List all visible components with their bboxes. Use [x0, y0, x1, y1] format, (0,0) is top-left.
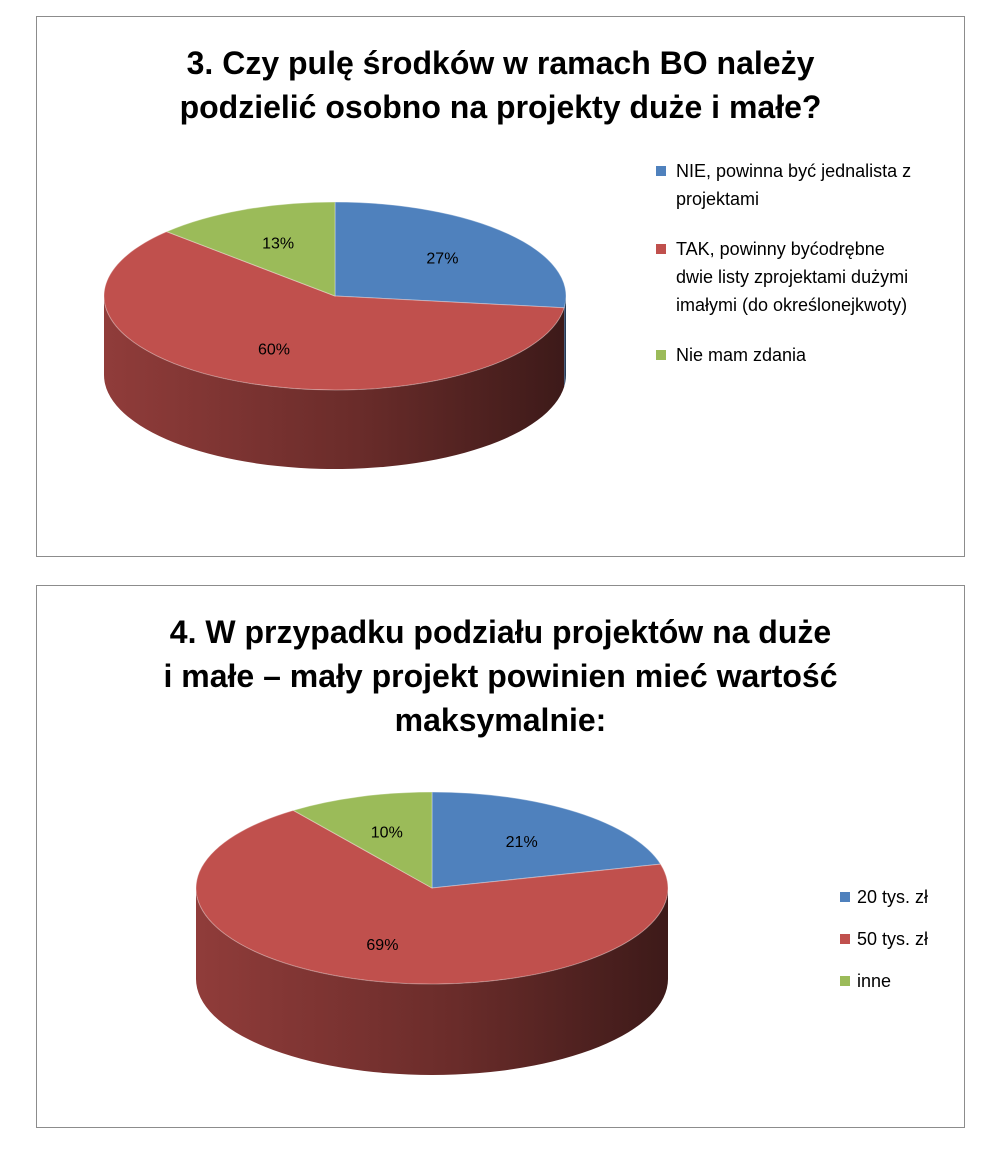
- data-label-0: 21%: [506, 834, 538, 851]
- chart-title-line: i małe – mały projekt powinien mieć wart…: [163, 658, 838, 694]
- chart-maly-projekt: 4. W przypadku podziału projektów na duż…: [36, 585, 965, 1128]
- legend-swatch: [840, 934, 850, 944]
- chart-title: 3. Czy pulę środków w ramach BO należy p…: [37, 41, 964, 129]
- legend-swatch: [656, 166, 666, 176]
- data-label-2: 10%: [371, 824, 403, 841]
- legend-label: dwie listy zprojektami dużymi: [676, 267, 909, 287]
- legend-label: 50 tys. zł: [857, 929, 929, 949]
- pie-side-1: [104, 296, 565, 469]
- legend-swatch: [656, 350, 666, 360]
- legend-item: 20 tys. zł: [840, 877, 960, 917]
- legend-swatch: [840, 976, 850, 986]
- chart-title-line: podzielić osobno na projekty duże i małe…: [179, 89, 822, 125]
- legend-item: NIE, powinna być jednalista z projektami: [656, 157, 966, 213]
- legend-label: inne: [857, 971, 892, 991]
- pie-slice-2: [292, 791, 433, 889]
- pie-side-1: [196, 888, 668, 1075]
- legend-item: TAK, powinny byćodrębne dwie listy zproje…: [656, 235, 966, 319]
- pie-side-0: [564, 296, 566, 387]
- pie-chart: 21% 69% 10%: [195, 791, 669, 1075]
- pie-slice-0: [334, 201, 567, 309]
- chart-title-line: 4. W przypadku podziału projektów na duż…: [169, 614, 832, 650]
- data-label-1: 69%: [366, 937, 398, 954]
- legend-item: inne: [840, 961, 960, 1001]
- pie-slice-1: [103, 231, 565, 391]
- chart-title: 4. W przypadku podziału projektów na duż…: [37, 610, 964, 742]
- chart-pula-srodkow: 3. Czy pulę środków w ramach BO należy p…: [36, 16, 965, 557]
- data-label-1: 60%: [258, 342, 290, 359]
- legend-label: imałymi (do określonejkwoty): [676, 295, 908, 315]
- legend-item: 50 tys. zł: [840, 919, 960, 959]
- data-label-2: 13%: [262, 236, 294, 253]
- chart-legend: NIE, powinna być jednalista z projektami T…: [656, 157, 966, 391]
- legend-label: NIE, powinna być jednalista z: [676, 161, 912, 181]
- pie-chart: 27% 60% 13%: [103, 201, 567, 469]
- chart-title-line: maksymalnie:: [394, 702, 607, 738]
- pie-slice-0: [431, 791, 662, 889]
- chart-legend: 20 tys. zł 50 tys. zł inne: [840, 877, 960, 1003]
- pie-slice-1: [195, 809, 669, 985]
- data-label-0: 27%: [426, 250, 458, 267]
- pie-slice-2: [165, 201, 336, 297]
- legend-swatch: [840, 892, 850, 902]
- legend-label: 20 tys. zł: [857, 887, 929, 907]
- chart-title-line: 3. Czy pulę środków w ramach BO należy: [186, 45, 815, 81]
- legend-label: TAK, powinny byćodrębne: [676, 239, 885, 259]
- legend-swatch: [656, 244, 666, 254]
- legend-label: projektami: [676, 189, 760, 209]
- legend-label: Nie mam zdania: [676, 345, 807, 365]
- legend-item: Nie mam zdania: [656, 341, 966, 369]
